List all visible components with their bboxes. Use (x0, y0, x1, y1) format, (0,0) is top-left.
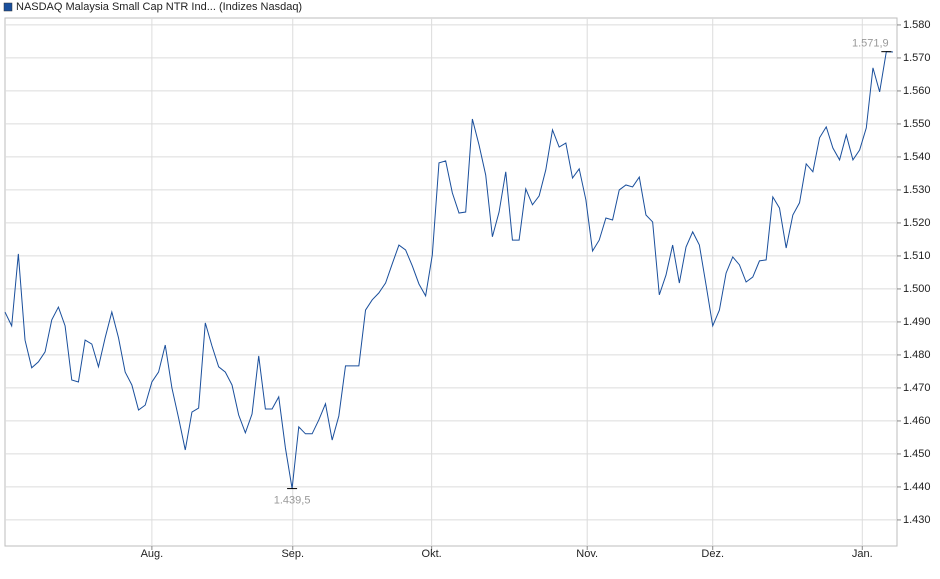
x-tick-label: Aug. (141, 548, 164, 560)
y-tick-label: 1.530 (903, 184, 931, 196)
y-tick-label: 1.440 (903, 481, 931, 493)
y-tick-label: 1.540 (903, 151, 931, 163)
plot-area (4, 17, 898, 547)
y-tick-label: 1.580 (903, 19, 931, 31)
value-label: 1.439,5 (274, 494, 311, 506)
x-tick-label: Jan. (852, 548, 873, 560)
y-tick-label: 1.500 (903, 283, 931, 295)
value-label: 1.571,9 (852, 38, 889, 50)
y-tick-label: 1.490 (903, 316, 931, 328)
legend-label: NASDAQ Malaysia Small Cap NTR Ind... (In… (16, 1, 302, 13)
x-tick-label: Dez. (701, 548, 724, 560)
y-tick-label: 1.470 (903, 382, 931, 394)
x-tick-label: Nov. (576, 548, 598, 560)
y-tick-label: 1.550 (903, 118, 931, 130)
legend-swatch (3, 2, 13, 12)
y-tick-label: 1.570 (903, 52, 931, 64)
y-tick-label: 1.520 (903, 217, 931, 229)
y-tick-label: 1.480 (903, 349, 931, 361)
y-tick-label: 1.460 (903, 415, 931, 427)
x-tick-label: Sep. (281, 548, 304, 560)
y-tick-label: 1.430 (903, 514, 931, 526)
y-tick-label: 1.560 (903, 85, 931, 97)
y-tick-label: 1.450 (903, 448, 931, 460)
line (4, 51, 894, 489)
x-tick-label: Okt. (422, 548, 442, 560)
y-tick-label: 1.510 (903, 250, 931, 262)
